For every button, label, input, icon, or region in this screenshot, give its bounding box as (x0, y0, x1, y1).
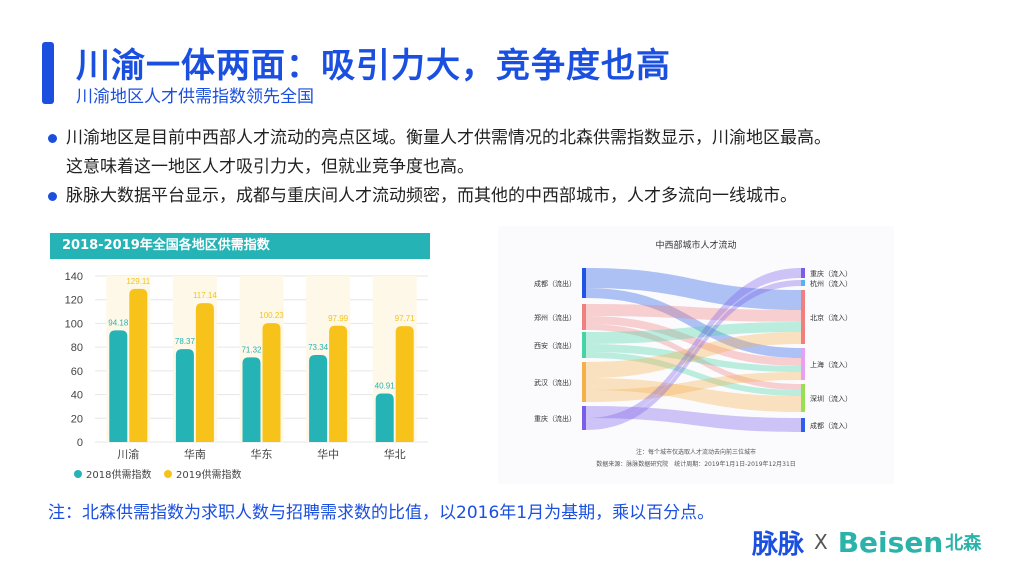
beisen-logo: Beisen (837, 525, 944, 559)
sankey-source-label: 成都（流出） (534, 279, 576, 288)
sankey-target-label: 深圳（流入） (810, 394, 852, 403)
x-tick-label: 华东 (251, 447, 273, 461)
brand-logos: 脉脉 X Beisen 北森 (752, 522, 981, 562)
page-title: 川渝一体两面：吸引力大，竞争度也高 (76, 46, 671, 86)
sankey-link (586, 288, 801, 358)
bullet-list: 川渝地区是目前中西部人才流动的亮点区域。衡量人才供需情况的北森供需指数显示，川渝… (48, 124, 1008, 211)
y-tick-label: 120 (65, 295, 83, 307)
bullet-item: 川渝地区是目前中西部人才流动的亮点区域。衡量人才供需情况的北森供需指数显示，川渝… (48, 124, 1008, 153)
bar-value-label: 78.37 (175, 337, 196, 346)
sankey-link (586, 352, 801, 396)
bar (262, 323, 281, 442)
sankey-target-label: 成都（流入） (810, 421, 852, 430)
beisen-logo-cn: 北森 (945, 533, 982, 554)
bullet-continuation: 这意味着这一地区人才吸引力大，但就业竞争度也高。 (48, 153, 1008, 182)
sankey-target-node (801, 268, 805, 278)
sankey-source-label: 武汉（流出） (534, 378, 576, 387)
sankey-link (586, 372, 801, 402)
bullet-dot-icon (48, 134, 57, 143)
bar-chart-title: 2018-2019年全国各地区供需指数 (50, 233, 430, 259)
title-accent-bar (42, 42, 54, 104)
sankey-link (586, 322, 801, 344)
bar-value-label: 97.99 (328, 314, 349, 323)
x-tick-label: 华北 (384, 447, 406, 461)
logo-separator: X (814, 530, 828, 554)
bar (195, 303, 214, 442)
sankey-title: 中西部城市人才流动 (655, 239, 736, 251)
bar (395, 326, 414, 442)
sankey-link (586, 324, 801, 390)
sankey-source-node (582, 268, 586, 298)
sankey-target-label: 上海（流入） (810, 360, 852, 369)
bar-value-label: 71.32 (241, 345, 262, 354)
legend-label: 2019供需指数 (176, 468, 241, 481)
sankey-source-node (582, 362, 586, 402)
sankey-source-node (582, 406, 586, 430)
legend-label: 2018供需指数 (86, 468, 151, 481)
sankey-target-node (801, 290, 805, 344)
y-tick-label: 60 (71, 366, 83, 378)
sankey-source-label: 郑州（流出） (534, 313, 576, 322)
sankey-link (586, 378, 801, 412)
y-tick-label: 100 (65, 318, 83, 330)
x-tick-label: 华中 (317, 447, 339, 461)
y-tick-label: 140 (65, 271, 83, 283)
bar-value-label: 97.71 (395, 314, 416, 323)
sankey-link (586, 344, 801, 372)
bar-value-label: 94.18 (108, 318, 129, 327)
bullet-text: 脉脉大数据平台显示，成都与重庆间人才流动频密，而其他的中西部城市，人才多流向一线… (66, 186, 797, 206)
sankey-source-label: 重庆（流出） (534, 414, 576, 423)
sankey-link (586, 268, 801, 424)
sankey-panel: 中西部城市人才流动成都（流出） 郑州（流出） 西安（流出） 武汉（流出） 重庆（流出） 重… (498, 226, 894, 484)
bar-value-label: 129.11 (126, 277, 150, 286)
bar-value-label: 40.91 (375, 381, 396, 390)
sankey-link (586, 304, 801, 322)
legend-swatch (164, 470, 172, 478)
sankey-footnote: 注：每个城市仅选取人才流动去向前三位城市 (636, 448, 756, 456)
bar (329, 325, 348, 442)
bar (375, 393, 394, 442)
sankey-source-node (582, 304, 586, 330)
sankey-link (586, 406, 801, 432)
sankey-target-label: 重庆（流入） (810, 269, 852, 278)
bar-chart: 0 20 40 60 80 100 120 140 94.18 129.11 川渝 78.37 117.… (65, 271, 428, 481)
y-tick-label: 0 (77, 437, 83, 449)
bullet-text: 这意味着这一地区人才吸引力大，但就业竞争度也高。 (66, 157, 474, 177)
sankey-target-node (801, 384, 805, 412)
maimai-logo: 脉脉 (752, 529, 805, 560)
sankey-source-note: 数据来源：脉脉数据研究院 统计周期：2019年1月1日-2019年12月31日 (596, 460, 796, 468)
sankey-link (586, 316, 801, 366)
bar (242, 357, 261, 442)
sankey-target-node (801, 280, 805, 286)
sankey-source-node (582, 332, 586, 358)
legend-swatch (74, 470, 82, 478)
sankey-target-node (801, 418, 805, 432)
y-tick-label: 80 (71, 342, 83, 354)
sankey-target-label: 北京（流入） (810, 313, 852, 322)
bar (175, 349, 194, 442)
footnote: 注：北森供需指数为求职人数与招聘需求数的比值，以2016年1月为基期，乘以百分点… (48, 503, 715, 523)
sankey-target-node (801, 348, 805, 380)
bar (129, 288, 148, 442)
bar-value-label: 117.14 (193, 291, 217, 300)
sankey-link (586, 280, 801, 430)
page-subtitle: 川渝地区人才供需指数领先全国 (76, 87, 314, 107)
y-tick-label: 40 (71, 390, 83, 402)
bullet-item: 脉脉大数据平台显示，成都与重庆间人才流动频密，而其他的中西部城市，人才多流向一线… (48, 182, 1008, 211)
bullet-dot-icon (48, 192, 57, 201)
sankey-link (586, 268, 801, 310)
sankey-source-label: 西安（流出） (534, 341, 576, 350)
bullet-text: 川渝地区是目前中西部人才流动的亮点区域。衡量人才供需情况的北森供需指数显示，川渝… (66, 128, 831, 148)
bar-value-label: 100.23 (259, 311, 284, 320)
x-tick-label: 川渝 (117, 447, 139, 461)
sankey-target-label: 杭州（流入） (810, 279, 852, 288)
bar (109, 330, 128, 442)
bar (309, 355, 328, 442)
sankey-link (586, 332, 801, 378)
x-tick-label: 华南 (184, 447, 206, 461)
bar-value-label: 73.34 (308, 343, 329, 352)
y-tick-label: 20 (71, 413, 83, 425)
